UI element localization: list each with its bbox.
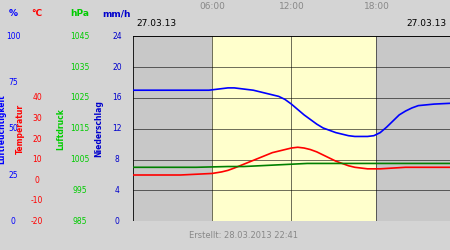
Text: 12:00: 12:00 <box>279 2 304 11</box>
Text: 0: 0 <box>11 217 16 226</box>
Text: 985: 985 <box>72 217 87 226</box>
Text: mm/h: mm/h <box>103 9 131 18</box>
Text: 1025: 1025 <box>70 94 89 102</box>
Text: Luftfeuchtigkeit: Luftfeuchtigkeit <box>0 94 6 164</box>
Text: 10: 10 <box>32 155 42 164</box>
Text: 75: 75 <box>9 78 18 87</box>
Text: 18:00: 18:00 <box>364 2 389 11</box>
Text: 40: 40 <box>32 94 42 102</box>
Text: 20: 20 <box>112 62 122 72</box>
Text: 06:00: 06:00 <box>199 2 225 11</box>
Text: 12: 12 <box>112 124 122 133</box>
Text: 50: 50 <box>9 124 18 133</box>
Text: 1045: 1045 <box>70 32 90 41</box>
Text: %: % <box>9 9 18 18</box>
Text: 100: 100 <box>6 32 21 41</box>
Text: 30: 30 <box>32 114 42 123</box>
Text: 0: 0 <box>35 176 40 185</box>
Text: -20: -20 <box>31 217 43 226</box>
Text: 24: 24 <box>112 32 122 41</box>
Text: 1005: 1005 <box>70 155 90 164</box>
Text: 20: 20 <box>32 134 42 143</box>
Text: 1035: 1035 <box>70 62 90 72</box>
Text: 16: 16 <box>112 94 122 102</box>
Text: hPa: hPa <box>70 9 89 18</box>
Text: 1015: 1015 <box>70 124 89 133</box>
Bar <box>212 36 376 221</box>
Text: 8: 8 <box>114 155 119 164</box>
Text: Luftdruck: Luftdruck <box>56 108 65 150</box>
Text: 4: 4 <box>114 186 119 195</box>
Text: 27.03.13: 27.03.13 <box>136 19 176 28</box>
Text: Temperatur: Temperatur <box>16 104 25 154</box>
Text: 27.03.13: 27.03.13 <box>407 19 447 28</box>
Text: 25: 25 <box>9 170 18 179</box>
Text: °C: °C <box>32 9 43 18</box>
Text: Erstellt: 28.03.2013 22:41: Erstellt: 28.03.2013 22:41 <box>189 231 298 240</box>
Text: -10: -10 <box>31 196 43 205</box>
Text: Niederschlag: Niederschlag <box>94 100 104 157</box>
Text: 0: 0 <box>114 217 119 226</box>
Text: 995: 995 <box>72 186 87 195</box>
